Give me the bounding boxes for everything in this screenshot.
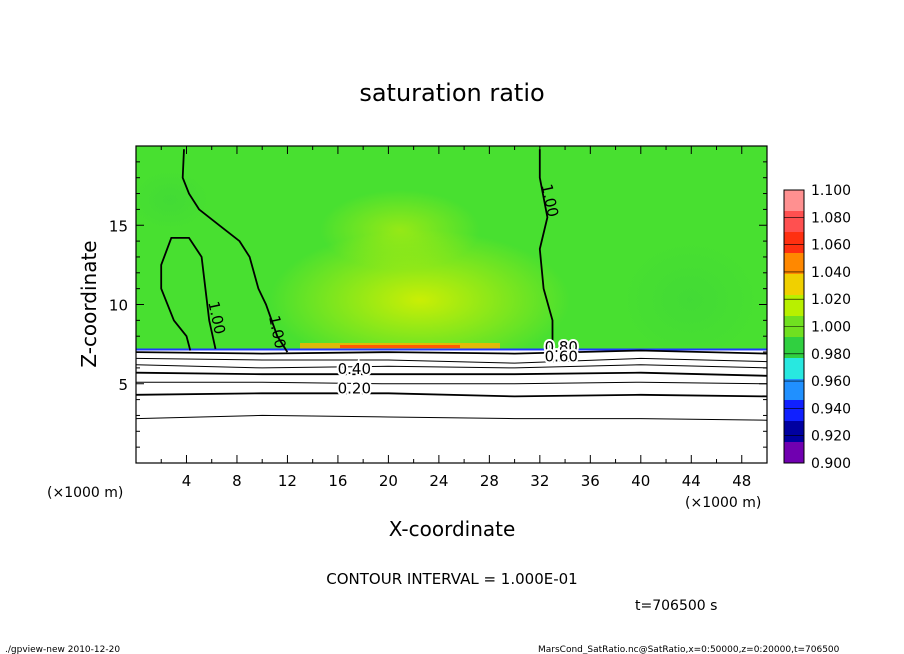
contour-line-1.00: [538, 149, 554, 348]
x-tick-label: 20: [379, 472, 398, 490]
contour-interval: CONTOUR INTERVAL = 1.000E-01: [326, 570, 577, 588]
y-tick-label: 10: [109, 297, 128, 315]
colorbar-swatch: [784, 211, 804, 233]
colorbar-swatch: [784, 358, 804, 380]
time-label: t=706500 s: [635, 598, 717, 614]
contour-line-0.30: [136, 381, 767, 385]
footer-left: ./gpview-new 2010-12-20: [5, 645, 120, 654]
field-variation-cool: [620, 240, 760, 360]
field-variation-warm-2: [320, 190, 480, 270]
y-tick-labels: 5 10 15: [109, 217, 128, 394]
contour-label: 0.80: [545, 338, 578, 356]
contour-line-0.80: [136, 349, 767, 355]
contour-line-0.60: [136, 357, 767, 364]
contour-lines: [136, 149, 767, 421]
x-tick-labels: 4 8 12 16 20 24 28 32 36 40 44 48: [182, 472, 752, 490]
colorbar-label: 1.080: [811, 210, 851, 226]
colorbar-label: 0.940: [811, 401, 851, 417]
x-unit-left: (×1000 m): [47, 485, 123, 501]
colorbar-label: 1.100: [811, 183, 851, 199]
y-tick-label: 15: [109, 217, 128, 235]
colorbar-swatch: [784, 337, 804, 359]
colorbar-swatch: [784, 274, 804, 296]
x-tick-label: 28: [480, 472, 499, 490]
x-tick-label: 48: [732, 472, 751, 490]
x-tick-label: 4: [182, 472, 192, 490]
hotspot-core: [340, 345, 460, 348]
contour-line-0.40: [136, 371, 767, 377]
y-axis-label: Z-coordinate: [77, 240, 101, 367]
y-tick-label: 5: [118, 376, 128, 394]
contour-line-0.20: [136, 392, 767, 398]
contour-line-0.10: [136, 414, 767, 421]
footer-right: MarsCond_SatRatio.nc@SatRatio,x=0:50000,…: [538, 645, 840, 654]
colorbar-swatch: [784, 232, 804, 254]
colorbar-swatch: [784, 442, 804, 464]
colorbar-swatch: [784, 253, 804, 275]
colorbar-label: 0.920: [811, 429, 851, 445]
subsaturated-region: [136, 350, 767, 463]
colorbar-swatch: [784, 295, 804, 317]
colorbar-label: 0.960: [811, 374, 851, 390]
colorbar-swatch: [784, 379, 804, 401]
colorbar-swatch: [784, 421, 804, 443]
colorbar-label: 1.060: [811, 238, 851, 254]
colorbar-label: 1.040: [811, 265, 851, 281]
contour-line-1.00: [160, 237, 217, 351]
x-tick-label: 36: [581, 472, 600, 490]
x-tick-label: 44: [682, 472, 701, 490]
colorbar-label: 0.980: [811, 347, 851, 363]
colorbar-swatch: [784, 400, 804, 422]
chart-title: saturation ratio: [359, 79, 544, 107]
x-tick-label: 32: [530, 472, 549, 490]
field-variation-warm: [270, 230, 570, 370]
colorbar-label: 1.000: [811, 320, 851, 336]
x-axis-label: X-coordinate: [389, 517, 516, 541]
field-variation-cool-2: [136, 170, 210, 230]
colorbar-swatch: [784, 190, 804, 212]
x-tick-label: 16: [328, 472, 347, 490]
contour-label: 0.60: [545, 348, 578, 366]
contour-label: 0.20: [338, 379, 371, 397]
plot-area: 1.00 1.001.000.800.600.400.20: [136, 146, 767, 463]
contour-line-0.50: [136, 364, 767, 369]
x-unit-right: (×1000 m): [685, 495, 761, 511]
colorbar-label: 1.020: [811, 292, 851, 308]
contour-label: 0.40: [338, 360, 371, 378]
x-tick-label: 12: [278, 472, 297, 490]
x-tick-label: 40: [631, 472, 650, 490]
x-tick-label: 8: [232, 472, 242, 490]
contour-line-1.00: [181, 149, 289, 353]
colorbar-label: 0.900: [811, 456, 851, 472]
axis-ticks: [136, 146, 767, 463]
colorbar: 1.100 1.080 1.060 1.040 1.020 1.000 0.980 0.960…: [783, 183, 851, 472]
x-tick-label: 24: [429, 472, 448, 490]
